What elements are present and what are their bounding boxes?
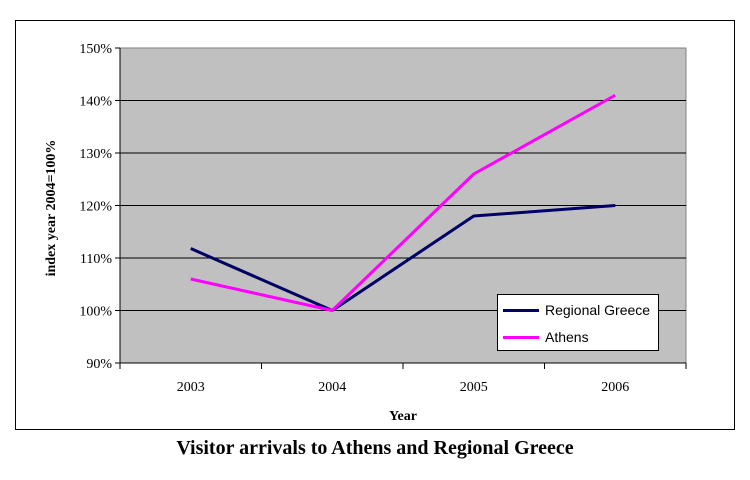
legend-swatch-athens <box>503 335 539 339</box>
legend-label-regional-greece: Regional Greece <box>545 302 651 318</box>
x-axis-title: Year <box>389 409 417 424</box>
legend-label-athens: Athens <box>545 329 589 345</box>
chart-title: Visitor arrivals to Athens and Regional … <box>176 437 574 459</box>
x-tick-labels: 2003 2004 2005 2006 <box>177 380 630 395</box>
x-tick-label: 2006 <box>601 380 629 395</box>
x-tick-label: 2003 <box>177 380 205 395</box>
x-tick-label: 2005 <box>460 380 488 395</box>
axes <box>115 47 687 369</box>
y-tick-label: 140% <box>79 95 112 110</box>
y-tick-label: 150% <box>79 42 112 57</box>
y-axis-title: index year 2004=100% <box>44 140 59 277</box>
y-tick-label: 110% <box>80 252 112 267</box>
series-lines <box>190 93 616 312</box>
y-tick-label: 100% <box>79 305 112 320</box>
x-tick-label: 2004 <box>318 380 346 395</box>
legend-item-regional-greece: Regional Greece <box>503 300 650 320</box>
legend-item-athens: Athens <box>503 327 589 347</box>
y-tick-label: 130% <box>79 147 112 162</box>
legend: Regional Greece Athens <box>497 294 659 351</box>
y-tick-label: 90% <box>86 357 112 372</box>
y-tick-label: 120% <box>79 200 112 215</box>
series-line-regional-greece <box>190 204 616 312</box>
series-line-athens <box>190 93 616 312</box>
legend-swatch-regional-greece <box>503 308 539 312</box>
y-tick-labels: 90% 100% 110% 120% 130% 140% 150% <box>79 42 112 372</box>
